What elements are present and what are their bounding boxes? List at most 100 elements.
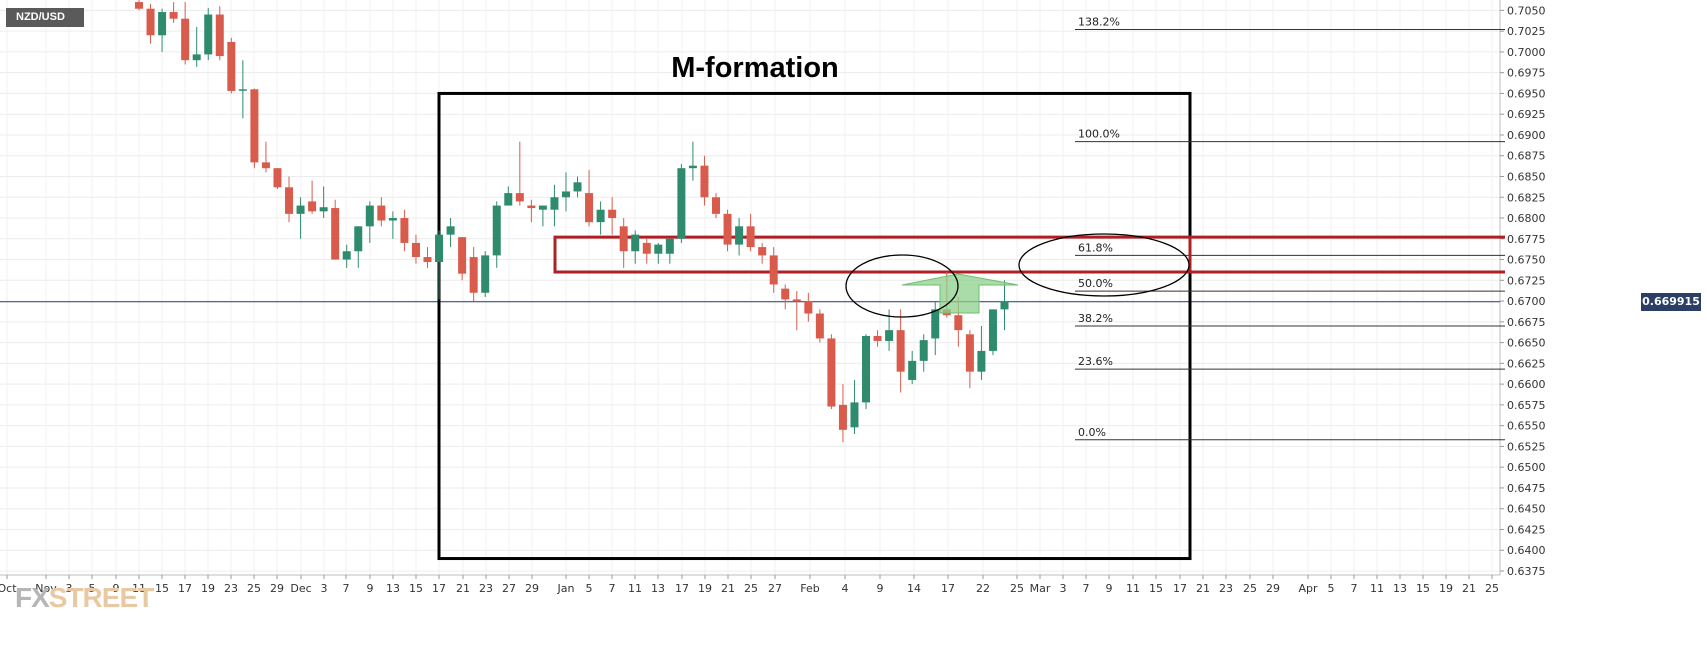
candle-body: [988, 309, 997, 351]
candle-body: [1000, 301, 1009, 310]
x-tick-label: 25: [1243, 582, 1257, 595]
grid-lines: [0, 0, 1500, 575]
x-tick-label: 29: [525, 582, 539, 595]
fib-label: 0.0%: [1078, 426, 1106, 439]
y-tick-label: 0.6425: [1507, 523, 1546, 536]
candle-body: [158, 12, 167, 36]
candle-body: [146, 8, 155, 36]
candle-body: [965, 334, 974, 372]
y-tick-label: 0.6975: [1507, 67, 1546, 80]
candle-body: [873, 335, 882, 341]
candle-body: [250, 89, 259, 163]
highlight-ellipse-left: [845, 254, 959, 318]
x-tick-label: 7: [343, 582, 350, 595]
candle-body: [458, 237, 467, 274]
x-tick-label: 15: [155, 582, 169, 595]
x-tick-label: 19: [1439, 582, 1453, 595]
x-tick-label: 15: [1416, 582, 1430, 595]
candle-body: [977, 350, 986, 372]
logo-fx: FX: [15, 582, 50, 613]
candle-body: [181, 18, 190, 61]
x-tick-label: 21: [456, 582, 470, 595]
x-tick-label: 11: [132, 582, 146, 595]
x-tick-label: Dec: [290, 582, 311, 595]
y-tick-label: 0.6800: [1507, 212, 1546, 225]
fibonacci-levels: 138.2% 100.0% 61.8% 50.0% 38.2% 23.6% 0.0%: [1075, 15, 1505, 441]
y-tick-label: 0.6875: [1507, 150, 1546, 163]
x-tick-label: Apr: [1298, 582, 1318, 595]
fib-label: 100.0%: [1078, 128, 1120, 141]
candle-body: [285, 187, 294, 214]
x-tick-label: 17: [941, 582, 955, 595]
x-tick-label: 4: [842, 582, 849, 595]
y-tick-label: 0.6400: [1507, 544, 1546, 557]
y-tick-label: 0.6525: [1507, 440, 1546, 453]
x-tick-label: 22: [976, 582, 990, 595]
fib-label: 38.2%: [1078, 312, 1113, 325]
x-tick-label: 5: [586, 582, 593, 595]
candle-body: [446, 226, 455, 235]
x-tick-label: 15: [1149, 582, 1163, 595]
y-tick-label: 0.6950: [1507, 87, 1546, 100]
x-tick-label: 13: [1393, 582, 1407, 595]
candle-body: [204, 14, 213, 55]
candle-body: [838, 404, 847, 430]
candle-body: [792, 299, 801, 302]
y-tick-label: 0.6600: [1507, 378, 1546, 391]
x-tick-label: 5: [89, 582, 96, 595]
y-tick-label: 0.6750: [1507, 254, 1546, 267]
x-tick-label: 11: [1370, 582, 1384, 595]
candle-body: [504, 193, 513, 206]
x-tick-label: 23: [1219, 582, 1233, 595]
y-tick-label: 0.6500: [1507, 461, 1546, 474]
x-tick-label: 9: [367, 582, 374, 595]
symbol-badge[interactable]: NZD/USD: [6, 8, 84, 27]
candle-body: [781, 288, 790, 300]
candle-body: [388, 218, 397, 221]
candle-body: [746, 226, 755, 248]
x-tick-label: 27: [768, 582, 782, 595]
candle-body: [515, 193, 524, 202]
x-tick-label: 17: [1173, 582, 1187, 595]
x-tick-label: 7: [1351, 582, 1358, 595]
fxstreet-logo: FXSTREET: [15, 582, 154, 614]
candle-body: [527, 205, 536, 209]
candle-body: [665, 238, 674, 254]
y-tick-label: 0.6450: [1507, 503, 1546, 516]
y-tick-label: 0.7000: [1507, 46, 1546, 59]
candle-body: [712, 197, 720, 214]
candle-body: [596, 209, 605, 223]
x-tick-label: 13: [386, 582, 400, 595]
candle-body: [423, 257, 432, 263]
x-tick-label: 9: [877, 582, 884, 595]
candle-body: [469, 257, 478, 293]
fib-label: 50.0%: [1078, 277, 1113, 290]
candle-body: [735, 226, 744, 245]
x-tick-label: 21: [1196, 582, 1210, 595]
x-tick-label: 3: [321, 582, 328, 595]
candle-body: [954, 315, 963, 331]
x-tick-label: 29: [1266, 582, 1280, 595]
candle-body: [492, 205, 501, 256]
candle-body: [296, 205, 305, 214]
x-tick-label: 19: [201, 582, 215, 595]
x-tick-label: 5: [1328, 582, 1335, 595]
y-tick-label: 0.6775: [1507, 233, 1546, 246]
x-tick-label: 17: [432, 582, 446, 595]
candle-body: [654, 244, 663, 254]
x-tick-label: Mar: [1030, 582, 1051, 595]
candle-body: [585, 193, 594, 223]
candle-body: [931, 309, 940, 339]
candle-body: [642, 242, 651, 254]
x-tick-label: 25: [247, 582, 261, 595]
candle-body: [885, 330, 894, 341]
x-tick-label: 23: [479, 582, 493, 595]
x-tick-label: 3: [1060, 582, 1067, 595]
candle-body: [481, 255, 490, 293]
fib-label: 23.6%: [1078, 355, 1113, 368]
candle-body: [354, 226, 363, 252]
x-tick-label: 7: [1083, 582, 1090, 595]
candle-body: [342, 251, 351, 260]
candle-body: [758, 247, 767, 256]
